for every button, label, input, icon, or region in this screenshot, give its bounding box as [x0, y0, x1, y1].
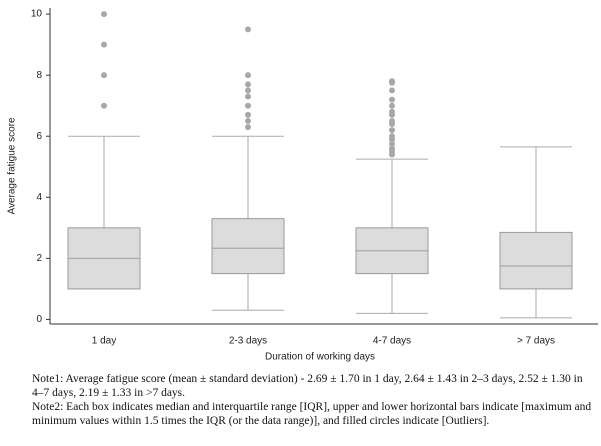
y-axis-label: Average fatigue score	[7, 117, 18, 215]
x-tick-label: > 7 days	[517, 336, 555, 347]
outlier	[101, 72, 107, 79]
box	[499, 231, 573, 290]
outlier	[389, 78, 395, 85]
outlier	[245, 93, 251, 100]
outlier	[101, 41, 107, 48]
y-tick-label: 6	[36, 131, 42, 142]
outlier	[245, 117, 251, 124]
box	[211, 218, 285, 275]
x-axis-label: Duration of working days	[265, 352, 375, 363]
x-tick-label: 1 day	[92, 336, 116, 347]
outlier	[389, 127, 395, 134]
outlier	[245, 111, 251, 118]
chart: Average fatigue score Duration of workin…	[7, 8, 598, 363]
note: Note2: Each box indicates median and int…	[32, 401, 592, 427]
outlier	[245, 124, 251, 131]
outlier	[245, 81, 251, 88]
outlier	[389, 145, 395, 152]
outlier	[101, 11, 107, 18]
outlier	[389, 133, 395, 140]
y-tick-label: 0	[36, 314, 42, 325]
y-tick-label: 10	[31, 9, 43, 20]
y-tick-label: 8	[36, 70, 42, 81]
outlier	[389, 102, 395, 109]
outlier	[389, 96, 395, 103]
outlier	[245, 72, 251, 79]
outlier	[245, 26, 251, 33]
outlier	[389, 140, 395, 147]
outlier	[245, 87, 251, 94]
outlier	[389, 108, 395, 115]
notes: Note1: Average fatigue score (mean ± sta…	[32, 372, 594, 428]
outlier	[389, 117, 395, 124]
y-tick-label: 2	[36, 253, 42, 264]
note: Note1: Average fatigue score (mean ± sta…	[32, 373, 583, 399]
outlier	[101, 102, 107, 109]
outlier	[245, 102, 251, 109]
outlier	[389, 87, 395, 94]
y-tick-label: 4	[36, 192, 42, 203]
x-tick-label: 4-7 days	[373, 336, 411, 347]
x-tick-label: 2-3 days	[229, 336, 267, 347]
